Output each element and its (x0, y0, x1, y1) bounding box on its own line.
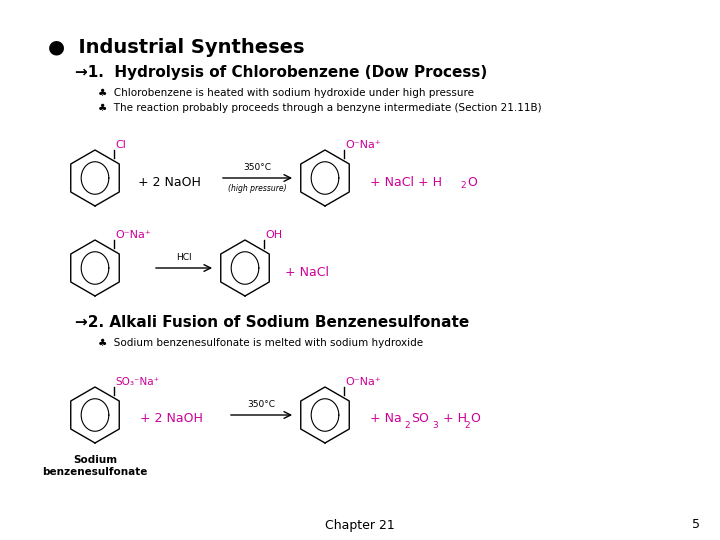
Text: O⁻Na⁺: O⁻Na⁺ (115, 230, 150, 240)
Text: →1.  Hydrolysis of Chlorobenzene (Dow Process): →1. Hydrolysis of Chlorobenzene (Dow Pro… (75, 65, 487, 80)
Text: SO: SO (411, 413, 429, 426)
Text: + NaCl + H: + NaCl + H (370, 176, 442, 188)
Text: 2: 2 (460, 181, 466, 191)
Text: →2. Alkali Fusion of Sodium Benzenesulfonate: →2. Alkali Fusion of Sodium Benzenesulfo… (75, 315, 469, 330)
Text: + 2 NaOH: + 2 NaOH (138, 176, 201, 188)
Text: O⁻Na⁺: O⁻Na⁺ (345, 377, 381, 387)
Text: ♣  Sodium benzenesulfonate is melted with sodium hydroxide: ♣ Sodium benzenesulfonate is melted with… (98, 338, 423, 348)
Text: O: O (467, 176, 477, 188)
Text: ♣  The reaction probably proceeds through a benzyne intermediate (Section 21.11B: ♣ The reaction probably proceeds through… (98, 103, 541, 113)
Text: 2: 2 (404, 421, 410, 429)
Text: SO₃⁻Na⁺: SO₃⁻Na⁺ (115, 377, 159, 387)
Text: O⁻Na⁺: O⁻Na⁺ (345, 140, 381, 150)
Text: ●  Industrial Syntheses: ● Industrial Syntheses (48, 38, 305, 57)
Text: + Na: + Na (370, 413, 402, 426)
Text: OH: OH (265, 230, 282, 240)
Text: Sodium: Sodium (73, 455, 117, 465)
Text: + NaCl: + NaCl (285, 266, 329, 279)
Text: (high pressure): (high pressure) (228, 184, 287, 193)
Text: 350°C: 350°C (243, 163, 271, 172)
Text: HCl: HCl (176, 253, 192, 262)
Text: O: O (470, 413, 480, 426)
Text: Chapter 21: Chapter 21 (325, 518, 395, 531)
Text: 2: 2 (464, 421, 469, 429)
Text: 5: 5 (692, 518, 700, 531)
Text: benzenesulfonate: benzenesulfonate (42, 467, 148, 477)
Text: Cl: Cl (115, 140, 126, 150)
Text: + 2 NaOH: + 2 NaOH (140, 413, 203, 426)
Text: 350°C: 350°C (248, 400, 276, 409)
Text: + H: + H (439, 413, 467, 426)
Text: 3: 3 (432, 421, 438, 429)
Text: ♣  Chlorobenzene is heated with sodium hydroxide under high pressure: ♣ Chlorobenzene is heated with sodium hy… (98, 88, 474, 98)
